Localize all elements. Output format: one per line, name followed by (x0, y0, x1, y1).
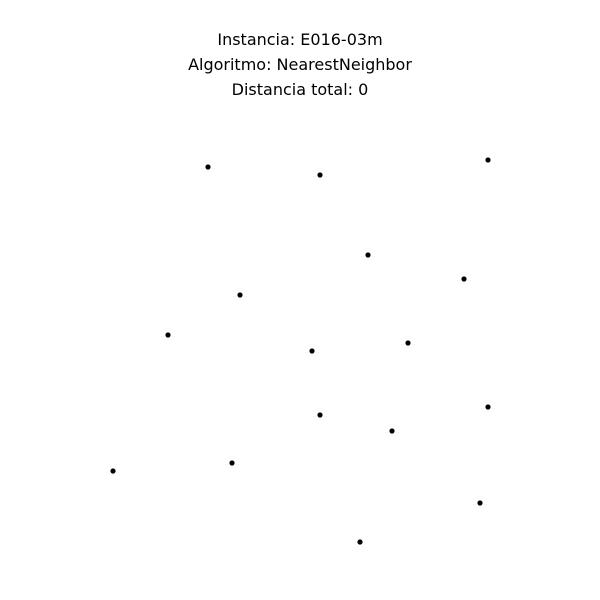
scatter-point-4 (365, 252, 371, 258)
scatter-point-8 (309, 348, 315, 354)
scatter-point-16 (357, 539, 363, 545)
scatter-point-10 (317, 412, 323, 418)
scatter-point-5 (461, 276, 467, 282)
scatter-point-2 (317, 172, 323, 178)
algorithm-label: Algoritmo: NearestNeighbor (188, 55, 412, 74)
scatter-point-15 (477, 500, 483, 506)
scatter-point-3 (485, 157, 491, 163)
scatter-point-6 (237, 292, 243, 298)
scatter-point-9 (405, 340, 411, 346)
scatter-point-14 (229, 460, 235, 466)
scatter-point-7 (165, 332, 171, 338)
scatter-point-13 (110, 468, 116, 474)
scatter-point-12 (485, 404, 491, 410)
chart-title: Instancia: E016-03m Algoritmo: NearestNe… (0, 27, 600, 102)
instance-label: Instancia: E016-03m (217, 30, 383, 49)
total-distance-label: Distancia total: 0 (231, 80, 369, 99)
scatter-point-1 (205, 164, 211, 170)
scatter-point-11 (389, 428, 395, 434)
